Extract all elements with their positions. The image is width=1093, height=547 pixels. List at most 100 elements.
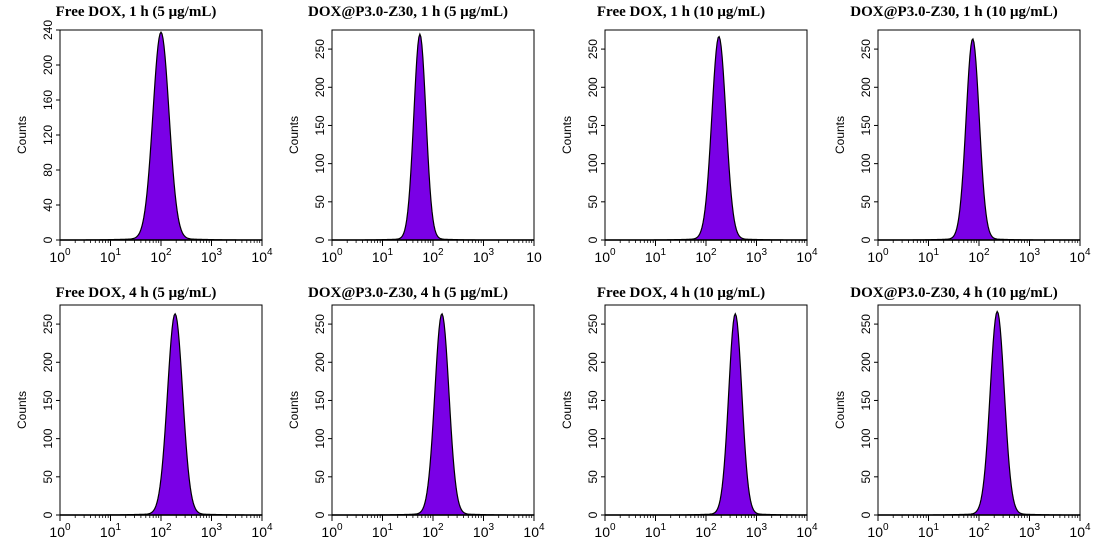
y-tick-label: 150 <box>41 390 55 410</box>
x-tick-label: 100 <box>594 247 616 265</box>
x-tick-label: 102 <box>422 522 444 540</box>
y-tick-label: 100 <box>586 153 600 173</box>
histogram-area <box>878 37 1080 241</box>
x-tick-label: 101 <box>372 247 394 265</box>
y-tick-label: 100 <box>859 428 873 448</box>
y-tick-label: 200 <box>859 352 873 372</box>
panel-title: DOX@P3.0-Z30, 4 h (5 μg/mL) <box>308 285 508 301</box>
y-tick-label: 50 <box>586 195 600 209</box>
y-tick-label: 200 <box>859 77 873 97</box>
y-tick-label: 50 <box>41 470 55 484</box>
y-tick-label: 50 <box>313 195 327 209</box>
y-tick-label: 0 <box>313 511 327 518</box>
x-tick-label: 100 <box>321 522 343 540</box>
histogram-plot: 0 50 100 150 200 250 Counts 100 101 102 103 104 <box>560 29 818 265</box>
histogram-plot: 0 50 100 150 200 250 Counts 100 101 102 103 104 <box>833 304 1091 540</box>
histogram-area <box>605 312 808 516</box>
y-tick-label: 0 <box>586 236 600 243</box>
y-tick-label: 0 <box>859 511 873 518</box>
x-tick-label: 102 <box>150 247 172 265</box>
x-tick-label: 101 <box>918 522 940 540</box>
x-tick-label: 102 <box>968 522 990 540</box>
y-tick-label: 0 <box>41 511 55 518</box>
x-tick-label: 103 <box>201 247 223 265</box>
x-tick-label: 100 <box>321 247 343 265</box>
y-axis-label: Counts <box>15 391 29 429</box>
x-tick-label: 103 <box>1019 247 1041 265</box>
histogram-panel: DOX@P3.0-Z30, 4 h (5 μg/mL) 0 50 100 150 200 2… <box>272 275 545 547</box>
histogram-plot: 0 50 100 150 200 250 Counts 100 101 102 103 104 <box>833 29 1091 265</box>
y-tick-label: 200 <box>41 55 55 75</box>
x-tick-label: 103 <box>201 522 223 540</box>
y-axis-label: Counts <box>287 116 301 154</box>
y-tick-label: 100 <box>313 428 327 448</box>
y-tick-label: 100 <box>313 153 327 173</box>
x-tick-label: 104 <box>796 247 818 265</box>
y-tick-label: 120 <box>41 125 55 145</box>
histogram-area <box>332 312 535 516</box>
x-tick-label: 102 <box>422 247 444 265</box>
y-tick-label: 40 <box>41 198 55 212</box>
histogram-panel: Free DOX, 1 h (10 μg/mL) 0 50 100 150 200 250 C… <box>545 0 818 272</box>
x-tick-label: 102 <box>695 247 717 265</box>
y-tick-label: 0 <box>586 511 600 518</box>
x-tick-label: 10 <box>526 249 542 265</box>
y-tick-label: 250 <box>586 39 600 59</box>
histogram-panel: Free DOX, 4 h (5 μg/mL) 0 50 100 150 200 250 Co… <box>0 275 273 547</box>
y-tick-label: 250 <box>586 314 600 334</box>
y-tick-label: 100 <box>859 153 873 173</box>
y-tick-label: 250 <box>313 314 327 334</box>
y-axis-label: Counts <box>15 116 29 154</box>
histogram-plot: 0 50 100 150 200 250 Counts 100 101 102 103 104 <box>287 304 545 540</box>
x-tick-label: 103 <box>1019 522 1041 540</box>
x-tick-label: 103 <box>746 522 768 540</box>
x-tick-label: 100 <box>49 247 71 265</box>
histogram-area <box>60 312 263 516</box>
x-tick-label: 104 <box>523 522 545 540</box>
x-tick-label: 104 <box>1069 522 1091 540</box>
y-axis-label: Counts <box>833 116 847 154</box>
y-tick-label: 150 <box>859 390 873 410</box>
panel-title: DOX@P3.0-Z30, 1 h (5 μg/mL) <box>308 4 508 20</box>
y-tick-label: 50 <box>859 470 873 484</box>
y-tick-label: 200 <box>586 352 600 372</box>
y-axis-label: Counts <box>833 391 847 429</box>
y-tick-label: 80 <box>41 163 55 177</box>
x-tick-label: 102 <box>695 522 717 540</box>
y-tick-label: 150 <box>313 115 327 135</box>
y-axis-label: Counts <box>560 391 574 429</box>
y-tick-label: 200 <box>41 352 55 372</box>
histogram-plot: 0 50 100 150 200 250 Counts 100 101 102 103 104 <box>15 304 273 540</box>
y-tick-label: 250 <box>859 314 873 334</box>
x-tick-label: 104 <box>796 522 818 540</box>
plot-frame <box>604 304 808 516</box>
x-tick-label: 103 <box>746 247 768 265</box>
y-tick-label: 0 <box>859 236 873 243</box>
histogram-plot: 0 50 100 150 200 250 Counts 100 101 102 103 104 <box>560 304 818 540</box>
panel-title: Free DOX, 1 h (10 μg/mL) <box>596 4 766 20</box>
x-tick-label: 104 <box>251 247 273 265</box>
y-axis-label: Counts <box>560 116 574 154</box>
x-tick-label: 103 <box>473 522 495 540</box>
y-tick-label: 50 <box>313 470 327 484</box>
panel-title: Free DOX, 4 h (5 μg/mL) <box>55 285 217 301</box>
x-tick-label: 101 <box>372 522 394 540</box>
y-tick-label: 50 <box>859 195 873 209</box>
y-tick-label: 100 <box>41 428 55 448</box>
y-tick-label: 200 <box>313 352 327 372</box>
y-tick-label: 200 <box>586 77 600 97</box>
x-tick-label: 100 <box>49 522 71 540</box>
histogram-plot: 0 50 100 150 200 250 Counts 100 101 102 103 10 <box>287 29 542 265</box>
x-tick-label: 100 <box>867 522 889 540</box>
x-tick-label: 100 <box>594 522 616 540</box>
x-tick-label: 100 <box>867 247 889 265</box>
panel-title: Free DOX, 4 h (10 μg/mL) <box>596 285 766 301</box>
histogram-plot: 0 40 80 120 160 200 240 Counts 100 101 102 103 104 <box>15 20 273 265</box>
histogram-area <box>878 310 1081 516</box>
x-tick-label: 101 <box>918 247 940 265</box>
plot-frame <box>331 29 535 241</box>
x-tick-label: 102 <box>150 522 172 540</box>
panel-title: DOX@P3.0-Z30, 1 h (10 μg/mL) <box>850 4 1058 20</box>
x-tick-label: 101 <box>100 247 122 265</box>
